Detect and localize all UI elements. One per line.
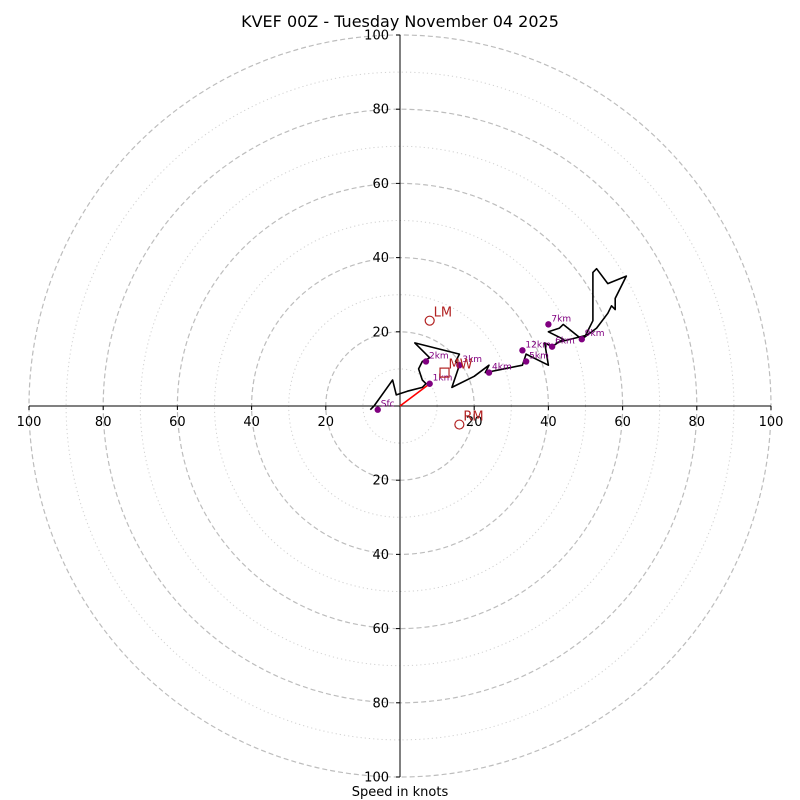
hodograph-trace xyxy=(369,267,628,411)
tick-label-top: 100 xyxy=(364,29,389,44)
height-label-7km: 7km xyxy=(551,314,571,324)
tick-label-left: 80 xyxy=(95,415,112,430)
height-marker-layer: Sfc 1km 2km 3km 4km 5km 6km 7km 9km 12km xyxy=(374,314,605,413)
height-label-2km: 2km xyxy=(429,351,449,361)
tick-label-bottom: 100 xyxy=(364,771,389,786)
tick-label-right: 40 xyxy=(540,415,557,430)
height-label-5km: 5km xyxy=(529,351,549,361)
storm-motion-layer: LM RM MW xyxy=(424,306,484,430)
height-label-9km: 9km xyxy=(585,329,605,339)
storm-motion-rm-label: RM xyxy=(463,410,483,425)
tick-label-right: 60 xyxy=(614,415,631,430)
storm-motion-rm-marker xyxy=(454,419,465,430)
height-marker-5km xyxy=(522,358,530,365)
height-marker-12km xyxy=(519,347,526,354)
height-label-6km: 6km xyxy=(555,337,575,347)
tick-label-bottom: 60 xyxy=(372,622,389,637)
tick-label-top: 40 xyxy=(372,251,389,266)
height-label-1km: 1km xyxy=(433,374,453,384)
storm-motion-mw-marker xyxy=(439,367,450,378)
tick-label-right: 20 xyxy=(466,415,483,430)
tick-label-left: 40 xyxy=(243,415,260,430)
height-marker-6km xyxy=(548,343,556,350)
height-label-12km: 12km xyxy=(525,340,550,350)
height-marker-4km xyxy=(485,369,493,376)
height-label-sfc: Sfc xyxy=(381,400,395,410)
height-label-4km: 4km xyxy=(492,363,512,373)
tick-label-bottom: 40 xyxy=(372,548,389,563)
height-marker-1km xyxy=(426,380,433,387)
height-marker-3km xyxy=(456,361,463,369)
height-marker-2km xyxy=(422,358,430,365)
tick-label-right: 100 xyxy=(759,415,784,430)
hodograph-trace-layer xyxy=(369,267,628,411)
x-axis-label: Speed in knots xyxy=(352,785,449,800)
tick-label-bottom: 20 xyxy=(372,474,389,489)
tick-label-left: 60 xyxy=(169,415,186,430)
storm-motion-mw-label: MW xyxy=(449,358,473,373)
tick-label-left: 100 xyxy=(17,415,42,430)
tick-label-top: 60 xyxy=(372,177,389,192)
height-marker-9km xyxy=(578,336,585,343)
height-label-3km: 3km xyxy=(462,355,482,365)
tick-label-left: 20 xyxy=(318,415,335,430)
tick-label-top: 20 xyxy=(372,325,389,340)
storm-inflow-line xyxy=(399,383,431,407)
tick-label-bottom: 80 xyxy=(372,696,389,711)
height-marker-sfc xyxy=(374,406,381,413)
storm-motion-lm-marker xyxy=(424,315,435,326)
tick-label-top: 80 xyxy=(372,103,389,118)
height-marker-7km xyxy=(545,321,552,328)
storm-motion-lm-label: LM xyxy=(434,306,452,321)
tick-label-right: 80 xyxy=(689,415,706,430)
chart-title: KVEF 00Z - Tuesday November 04 2025 xyxy=(241,12,559,31)
tick-labels: 20 20 20 20 40 40 40 40 60 60 60 60 80 80 80 80 100 100 10… xyxy=(17,29,784,786)
